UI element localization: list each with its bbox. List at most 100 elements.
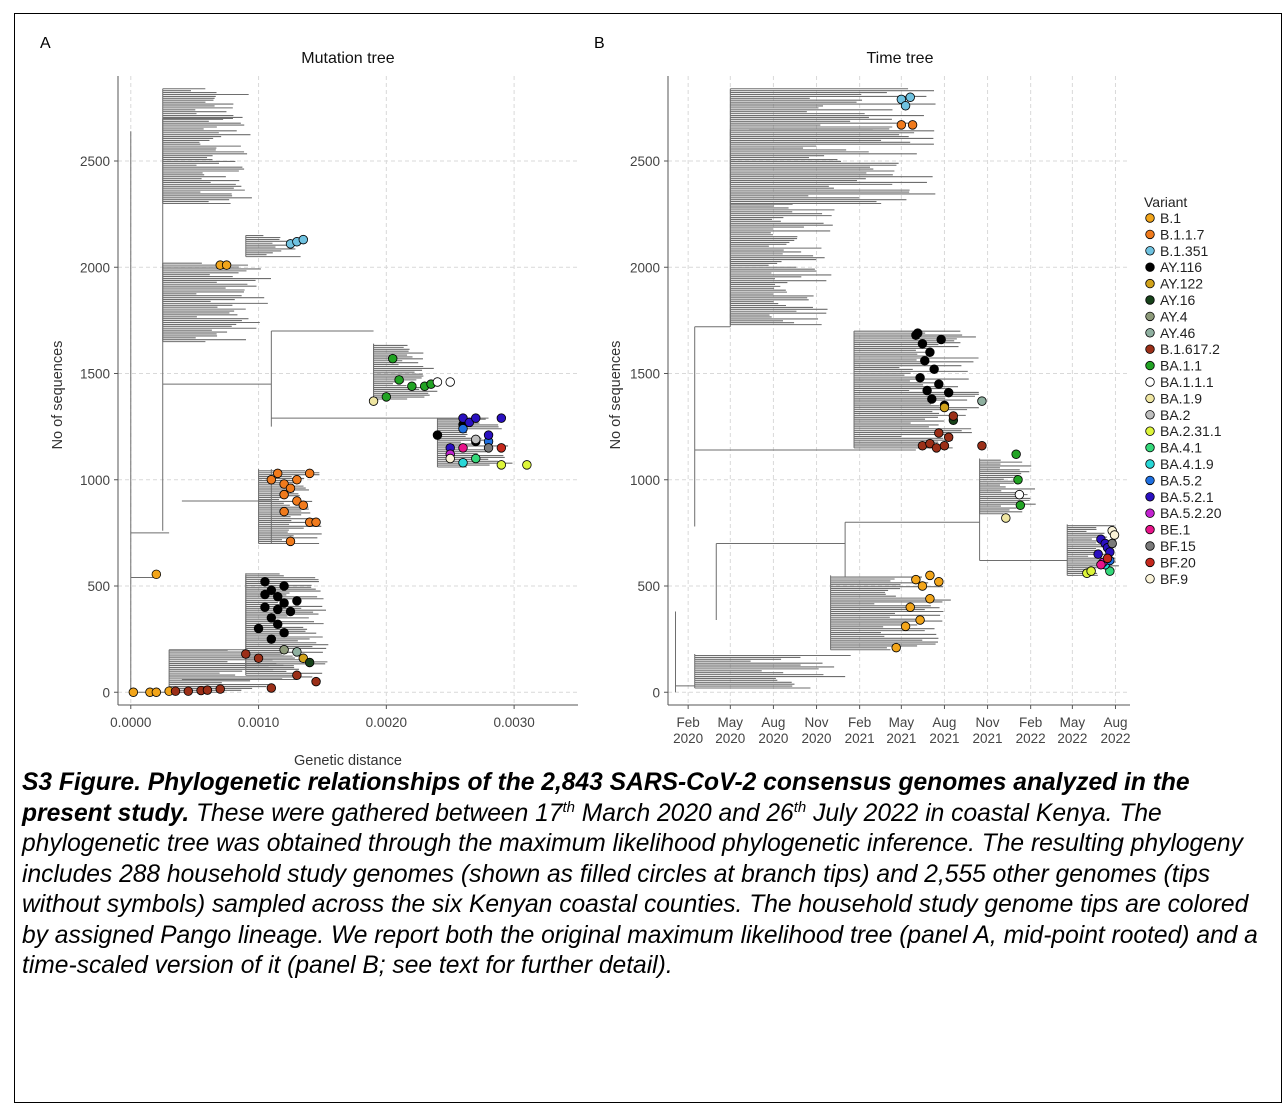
tip-point xyxy=(934,379,944,389)
tip-point xyxy=(929,364,939,374)
tip-point xyxy=(934,577,944,587)
tip-point xyxy=(407,381,417,391)
legend-label: BF.15 xyxy=(1160,538,1196,554)
tip-point xyxy=(292,475,302,485)
tip-point xyxy=(273,591,283,602)
tip-point xyxy=(496,413,507,423)
panel-b-letter: B xyxy=(594,35,605,52)
y-tick-label: 0 xyxy=(652,685,660,700)
tip-point xyxy=(911,574,921,585)
x-tick-label: 0.0020 xyxy=(366,715,407,730)
legend-label: BA.2 xyxy=(1160,407,1191,423)
caption-text-1: These were gathered between 17 xyxy=(189,799,563,827)
legend-swatch xyxy=(1145,344,1155,354)
legend-label: B.1.617.2 xyxy=(1160,341,1220,357)
legend-label: BA.5.2 xyxy=(1160,472,1202,488)
legend-label: AY.46 xyxy=(1160,325,1196,341)
legend-swatch xyxy=(1145,492,1155,502)
panel-b-ylabel: No of sequences xyxy=(608,341,624,450)
tip-point xyxy=(298,500,308,510)
tip-point xyxy=(943,432,954,442)
legend-swatch xyxy=(1145,393,1155,404)
y-tick-label: 500 xyxy=(637,579,660,594)
legend-label: BA.4.1.9 xyxy=(1160,456,1214,472)
tip-point xyxy=(925,438,935,449)
tip-point xyxy=(292,596,302,606)
tip-point xyxy=(522,460,532,470)
tip-point xyxy=(279,628,289,638)
y-tick-label: 2000 xyxy=(630,260,660,275)
tip-point xyxy=(285,606,296,617)
tip-point xyxy=(394,375,404,385)
legend-label: BF.20 xyxy=(1160,554,1196,570)
x-tick-year: 2020 xyxy=(673,731,703,746)
y-tick-label: 1500 xyxy=(630,367,660,382)
legend-label: BF.9 xyxy=(1160,571,1188,587)
tip-point xyxy=(202,685,213,695)
y-tick-label: 1500 xyxy=(80,367,110,382)
tip-point xyxy=(298,234,308,245)
panel-a-xlabel: Genetic distance xyxy=(294,753,402,769)
tip-point xyxy=(920,356,930,366)
figure-canvas: A Mutation tree 0 500 1000 1500 2000 2500 0.00… xyxy=(40,35,1222,769)
tip-point xyxy=(388,353,398,364)
tip-point xyxy=(943,387,954,398)
tip-point xyxy=(279,581,289,591)
x-tick-year: 2022 xyxy=(1057,731,1087,746)
x-tick-month: May xyxy=(718,715,744,730)
x-tick-month: May xyxy=(889,715,915,730)
legend-swatch xyxy=(1145,213,1155,223)
tip-point xyxy=(432,377,443,387)
tip-point xyxy=(445,453,455,464)
tip-point xyxy=(285,483,296,493)
tip-point xyxy=(458,458,468,468)
tip-point xyxy=(241,649,251,659)
tip-point xyxy=(917,581,928,591)
x-tick-label: 0.0000 xyxy=(110,715,151,730)
tip-point xyxy=(939,402,950,413)
legend-swatch xyxy=(1145,410,1155,420)
tip-point xyxy=(913,328,923,338)
tip-point xyxy=(273,604,283,615)
y-tick-label: 2000 xyxy=(80,260,110,275)
legend-label: B.1.1.7 xyxy=(1160,226,1205,242)
tip-point xyxy=(1109,530,1120,540)
tip-point xyxy=(304,468,315,479)
tip-point xyxy=(1096,560,1106,570)
tip-point xyxy=(432,430,443,440)
variant-legend: Variant B.1B.1.1.7B.1.351AY.116AY.122AY.… xyxy=(1144,194,1222,587)
tip-point xyxy=(471,453,481,464)
caption-sup-2: th xyxy=(793,798,807,816)
legend-label: AY.116 xyxy=(1160,259,1202,275)
tip-point xyxy=(253,653,264,663)
x-tick-year: 2021 xyxy=(929,731,959,746)
caption-text-2: March 2020 and 26 xyxy=(574,799,794,827)
tip-point xyxy=(266,475,277,485)
tip-point xyxy=(471,434,481,445)
tip-point xyxy=(266,613,277,623)
y-tick-label: 500 xyxy=(87,579,110,594)
tip-point xyxy=(1093,549,1103,559)
legend-label: AY.4 xyxy=(1160,308,1188,324)
tip-point xyxy=(151,569,162,580)
x-tick-month: Aug xyxy=(761,715,785,730)
legend-swatch xyxy=(1145,541,1155,551)
tip-point xyxy=(279,598,289,608)
tip-point xyxy=(483,430,494,440)
x-tick-month: Feb xyxy=(1019,715,1042,730)
x-tick-month: Nov xyxy=(976,715,1000,730)
panel-b-plot: 05001000150020002500Feb2020May2020Aug202… xyxy=(630,76,1130,746)
tip-point xyxy=(285,536,296,547)
legend-swatch xyxy=(1145,574,1155,584)
panel-a-plot: 0 500 1000 1500 2000 2500 0.0000 0.0010 0.0020 0.… xyxy=(80,76,578,730)
panel-a-title: Mutation tree xyxy=(301,50,394,67)
x-tick-month: Aug xyxy=(1103,715,1127,730)
tip-point xyxy=(1102,553,1113,564)
x-tick-year: 2020 xyxy=(715,731,745,746)
tip-point xyxy=(907,120,918,130)
legend-swatch xyxy=(1145,229,1155,240)
tip-point xyxy=(260,577,270,587)
legend-swatch xyxy=(1145,311,1155,322)
legend-swatch xyxy=(1145,278,1155,289)
figure-frame xyxy=(14,13,1282,1103)
